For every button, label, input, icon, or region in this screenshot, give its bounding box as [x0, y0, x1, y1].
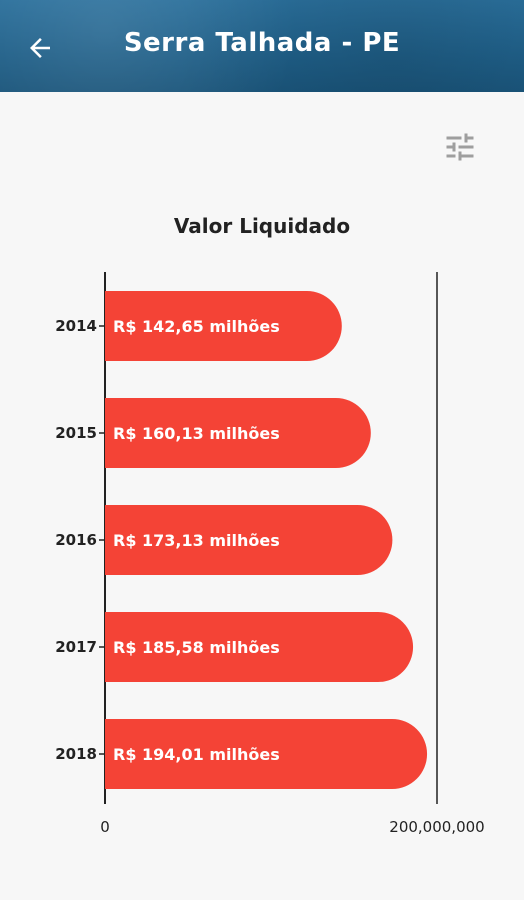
bar-2018	[105, 719, 428, 789]
y-tick-label: 2018	[55, 745, 97, 763]
y-tick-label: 2016	[55, 531, 97, 549]
x-tick-label: 200,000,000	[389, 818, 484, 836]
filter-button[interactable]	[438, 125, 482, 169]
y-tick-label: 2014	[55, 317, 97, 335]
data-label: R$ 142,65 milhões	[113, 317, 280, 336]
data-label: R$ 160,13 milhões	[113, 424, 280, 443]
bar-2014	[105, 291, 342, 361]
back-button[interactable]	[18, 26, 62, 70]
chart-title: Valor Liquidado	[173, 214, 351, 238]
data-label: R$ 185,58 milhões	[113, 638, 280, 657]
y-tick-label: 2017	[55, 638, 97, 656]
data-label: R$ 194,01 milhões	[113, 745, 280, 764]
app-bar: Serra Talhada - PE	[0, 0, 524, 92]
arrow-left-icon	[30, 38, 50, 58]
sliders-icon	[446, 133, 474, 161]
data-label: R$ 173,13 milhões	[113, 531, 280, 550]
bar-2016	[105, 505, 393, 575]
bar-2017	[105, 612, 414, 682]
y-tick-label: 2015	[55, 424, 97, 442]
bar-2015	[105, 398, 371, 468]
page-title: Serra Talhada - PE	[123, 28, 401, 58]
x-tick-label: 0	[100, 818, 110, 836]
